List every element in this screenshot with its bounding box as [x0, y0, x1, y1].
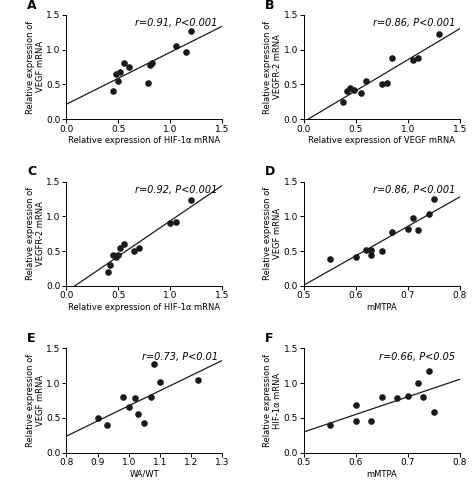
- Y-axis label: Relative expression of
VEGF mRNA: Relative expression of VEGF mRNA: [26, 20, 45, 114]
- Point: [187, 27, 195, 34]
- Point: [326, 421, 334, 429]
- Point: [115, 250, 122, 258]
- Point: [109, 87, 117, 95]
- Point: [141, 420, 148, 428]
- Point: [135, 410, 142, 418]
- Point: [378, 393, 385, 401]
- Y-axis label: Relative expression of
VEGFR-2 mRNA: Relative expression of VEGFR-2 mRNA: [26, 187, 45, 280]
- X-axis label: mMTPA: mMTPA: [366, 303, 397, 312]
- Point: [430, 195, 438, 203]
- Point: [117, 244, 124, 251]
- Point: [362, 77, 370, 85]
- Point: [194, 376, 201, 384]
- Point: [187, 196, 195, 204]
- Point: [156, 378, 164, 386]
- Point: [148, 60, 155, 67]
- Text: r=0.92, P<0.001: r=0.92, P<0.001: [136, 184, 218, 195]
- Point: [378, 247, 385, 255]
- Point: [136, 244, 143, 251]
- Point: [117, 68, 124, 76]
- Point: [367, 246, 375, 253]
- Point: [109, 250, 117, 258]
- Point: [344, 87, 351, 95]
- Point: [352, 401, 359, 409]
- Point: [103, 421, 111, 429]
- Y-axis label: Relative expression of
VEGF mRNA: Relative expression of VEGF mRNA: [26, 354, 45, 447]
- Point: [425, 210, 432, 218]
- Point: [150, 361, 157, 369]
- Text: r=0.91, P<0.001: r=0.91, P<0.001: [136, 18, 218, 28]
- Point: [326, 255, 334, 263]
- Point: [104, 268, 112, 276]
- Text: B: B: [264, 0, 274, 12]
- Text: D: D: [264, 165, 275, 179]
- Point: [120, 240, 128, 248]
- Text: r=0.66, P<0.05: r=0.66, P<0.05: [379, 351, 455, 362]
- Point: [144, 79, 151, 87]
- Point: [388, 54, 396, 62]
- Point: [119, 393, 127, 401]
- Text: C: C: [27, 165, 36, 179]
- Point: [147, 393, 155, 401]
- Text: r=0.73, P<0.01: r=0.73, P<0.01: [142, 351, 218, 362]
- Text: E: E: [27, 332, 36, 345]
- Y-axis label: Relative expression of
VEGF mRNA: Relative expression of VEGF mRNA: [263, 187, 283, 280]
- Point: [94, 414, 101, 422]
- Point: [131, 395, 139, 402]
- Point: [172, 218, 180, 226]
- Point: [146, 61, 154, 69]
- Point: [130, 247, 138, 255]
- Point: [125, 403, 133, 411]
- Point: [350, 86, 357, 94]
- Point: [388, 228, 396, 236]
- Y-axis label: Relative expression of
HIF-1α mRNA: Relative expression of HIF-1α mRNA: [263, 354, 283, 447]
- Point: [106, 261, 114, 269]
- Point: [419, 393, 427, 401]
- Point: [357, 89, 365, 96]
- X-axis label: Relative expression of HIF-1α mRNA: Relative expression of HIF-1α mRNA: [68, 136, 220, 145]
- Point: [120, 60, 128, 67]
- Y-axis label: Relative expression of
VEGFR-2 mRNA: Relative expression of VEGFR-2 mRNA: [263, 20, 283, 114]
- Point: [167, 219, 174, 227]
- Text: F: F: [264, 332, 273, 345]
- Point: [435, 30, 443, 37]
- Point: [409, 56, 417, 64]
- Text: A: A: [27, 0, 37, 12]
- Point: [404, 392, 411, 400]
- Point: [367, 417, 375, 425]
- Point: [352, 417, 359, 425]
- Point: [339, 98, 347, 106]
- Point: [414, 379, 422, 387]
- Point: [125, 63, 133, 71]
- Point: [112, 70, 120, 78]
- Point: [425, 367, 432, 374]
- Point: [409, 215, 417, 222]
- Text: r=0.86, P<0.001: r=0.86, P<0.001: [373, 18, 455, 28]
- Point: [414, 226, 422, 234]
- Point: [115, 77, 122, 85]
- X-axis label: Relative expression of HIF-1α mRNA: Relative expression of HIF-1α mRNA: [68, 303, 220, 312]
- Point: [404, 225, 411, 233]
- Text: r=0.86, P<0.001: r=0.86, P<0.001: [373, 184, 455, 195]
- Point: [383, 79, 391, 87]
- X-axis label: mMTPA: mMTPA: [366, 470, 397, 479]
- Point: [362, 246, 370, 253]
- Point: [393, 395, 401, 402]
- Point: [430, 408, 438, 416]
- Point: [172, 42, 180, 50]
- X-axis label: WA/WT: WA/WT: [129, 470, 159, 479]
- Point: [367, 250, 375, 258]
- Point: [352, 253, 359, 261]
- Point: [414, 54, 422, 62]
- Point: [378, 80, 385, 88]
- Point: [346, 84, 354, 92]
- X-axis label: Relative expression of VEGF mRNA: Relative expression of VEGF mRNA: [308, 136, 455, 145]
- Point: [182, 48, 190, 56]
- Point: [112, 253, 120, 261]
